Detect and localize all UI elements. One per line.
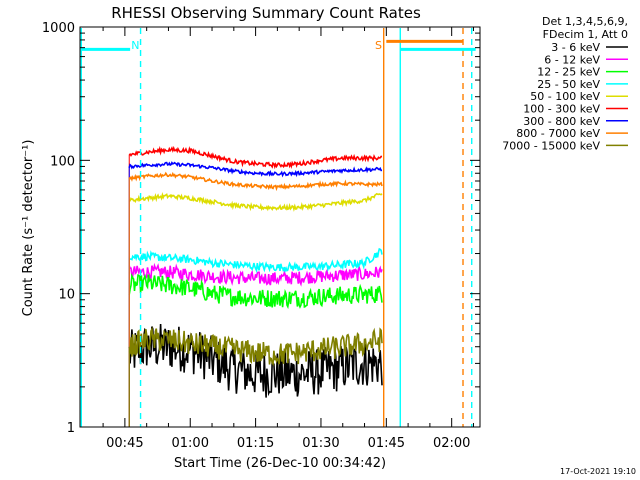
x-tick-label: 00:45: [106, 436, 143, 451]
x-axis-label: Start Time (26-Dec-10 00:34:42): [174, 456, 386, 471]
series-line: [128, 191, 383, 212]
legend-header-line-1: Det 1,3,4,5,6,9,: [542, 15, 628, 28]
series-line: [128, 273, 383, 310]
legend-label: 25 - 50 keV: [537, 78, 600, 91]
plot-frame: [79, 26, 481, 428]
y-axis-ticks: 1 10 100 1000: [42, 21, 480, 436]
x-axis-ticks: 00:45 01:00 01:15 01:30 01:45 02:00: [102, 27, 474, 451]
series-line: [128, 171, 383, 192]
legend-label: 12 - 25 keV: [537, 66, 600, 79]
x-tick-label: 01:30: [302, 436, 339, 451]
legend: Det 1,3,4,5,6,9, FDecim 1, Att 0 3 - 6 k…: [502, 15, 628, 152]
legend-label: 800 - 7000 keV: [516, 127, 600, 140]
y-axis-label: Count Rate (s⁻¹ detector⁻¹): [21, 140, 36, 317]
legend-header-line-2: FDecim 1, Att 0: [543, 28, 628, 41]
legend-label: 50 - 100 keV: [530, 90, 600, 103]
series-line: [128, 262, 383, 287]
y-tick-label: 10: [58, 288, 75, 303]
generated-timestamp: 17-Oct-2021 19:10: [560, 467, 636, 476]
series-line: [128, 326, 383, 367]
legend-label: 300 - 800 keV: [523, 115, 600, 128]
event-annotation: N: [131, 39, 139, 52]
x-tick-label: 02:00: [433, 436, 470, 451]
y-tick-label: 1: [67, 421, 75, 436]
series-layer: [128, 145, 383, 427]
legend-label: 6 - 12 keV: [544, 53, 600, 66]
chart-title: RHESSI Observing Summary Count Rates: [111, 4, 421, 22]
y-tick-label: 100: [50, 154, 75, 169]
event-annotation: S: [375, 39, 382, 52]
legend-label: 3 - 6 keV: [551, 41, 600, 54]
x-tick-label: 01:15: [237, 436, 274, 451]
series-line: [128, 323, 383, 398]
legend-label: 100 - 300 keV: [523, 103, 600, 116]
series-line: [128, 161, 383, 178]
series-line: [128, 247, 383, 274]
legend-label: 7000 - 15000 keV: [502, 139, 600, 152]
x-tick-label: 01:00: [172, 436, 209, 451]
series-line: [128, 145, 383, 170]
y-tick-label: 1000: [42, 21, 75, 36]
x-tick-label: 01:45: [368, 436, 405, 451]
